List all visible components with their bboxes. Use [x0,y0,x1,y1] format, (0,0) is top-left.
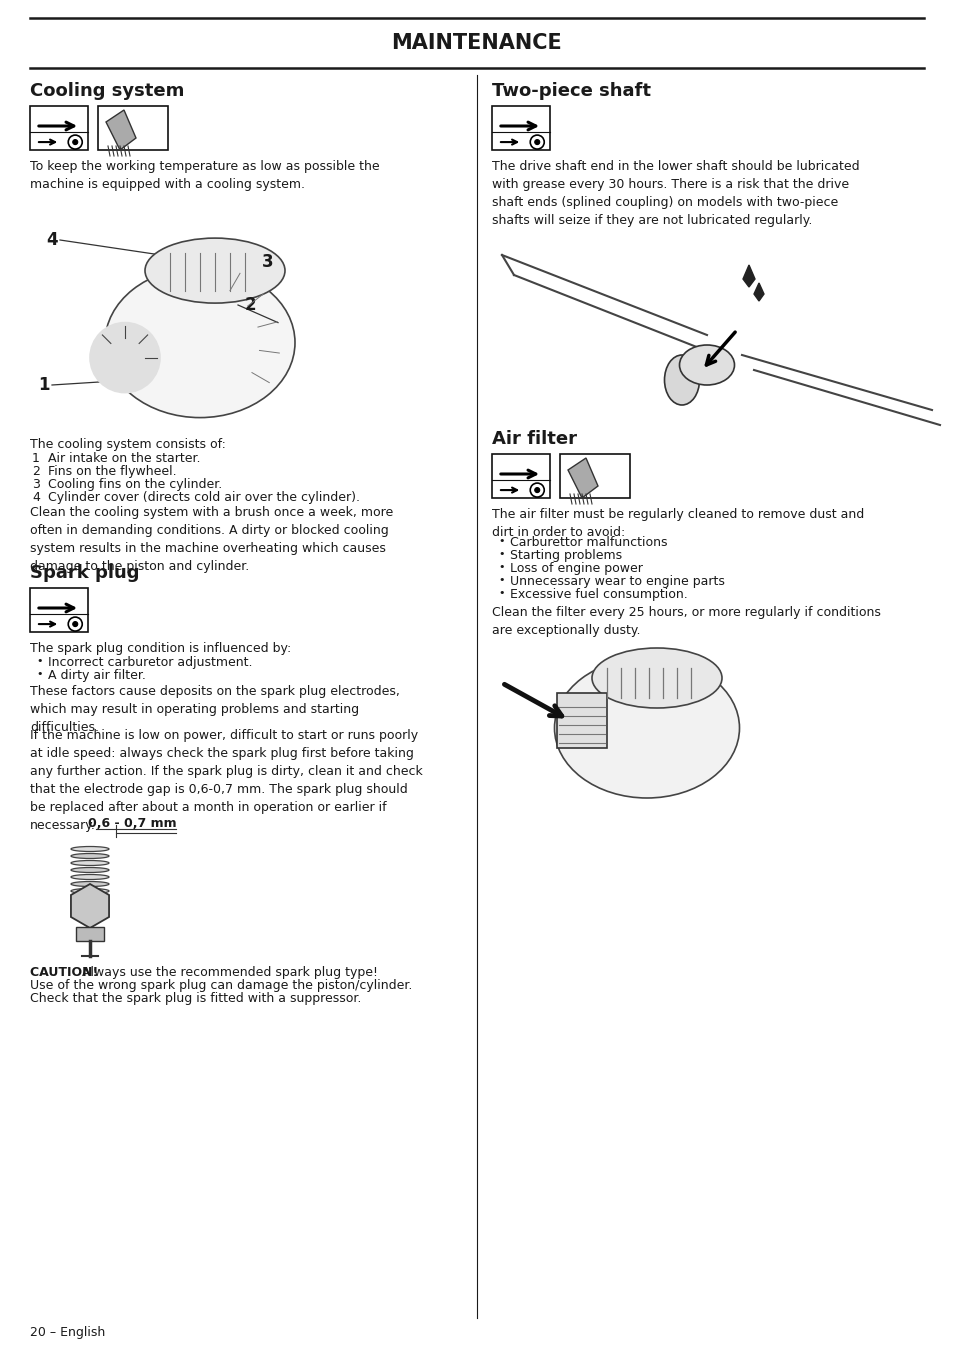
Text: Loss of engine power: Loss of engine power [510,562,642,575]
Text: These factors cause deposits on the spark plug electrodes,
which may result in o: These factors cause deposits on the spar… [30,685,399,734]
Text: 2: 2 [244,296,255,314]
Text: Clean the filter every 25 hours, or more regularly if conditions
are exceptional: Clean the filter every 25 hours, or more… [492,606,880,637]
Bar [492,454,550,498]
Circle shape [72,139,77,145]
Ellipse shape [105,268,294,418]
Text: 4: 4 [46,231,58,249]
Text: 0,6 - 0,7 mm: 0,6 - 0,7 mm [88,817,176,830]
Text: Excessive fuel consumption.: Excessive fuel consumption. [510,588,687,602]
Ellipse shape [71,853,109,859]
Bar [98,105,168,150]
Bar [76,927,104,941]
Text: The spark plug condition is influenced by:: The spark plug condition is influenced b… [30,642,291,654]
Text: The cooling system consists of:: The cooling system consists of: [30,438,226,452]
Text: 1: 1 [38,376,50,393]
Ellipse shape [664,356,699,406]
Text: The drive shaft end in the lower shaft should be lubricated
with grease every 30: The drive shaft end in the lower shaft s… [492,160,859,227]
Polygon shape [742,265,754,287]
Text: Unnecessary wear to engine parts: Unnecessary wear to engine parts [510,575,724,588]
Text: 2: 2 [32,465,40,479]
Bar [492,105,550,150]
Bar [559,454,629,498]
Text: CAUTION!: CAUTION! [30,965,103,979]
Text: Clean the cooling system with a brush once a week, more
often in demanding condi: Clean the cooling system with a brush on… [30,506,393,573]
Circle shape [535,139,539,145]
Ellipse shape [71,882,109,887]
Ellipse shape [71,846,109,852]
Polygon shape [567,458,598,498]
Text: 4: 4 [32,491,40,504]
Bar [30,105,88,150]
Text: •: • [497,535,504,546]
Text: To keep the working temperature as low as possible the
machine is equipped with : To keep the working temperature as low a… [30,160,379,191]
Text: Starting problems: Starting problems [510,549,621,562]
Ellipse shape [679,345,734,385]
Text: 20 – English: 20 – English [30,1326,105,1338]
Text: Incorrect carburetor adjustment.: Incorrect carburetor adjustment. [48,656,253,669]
Ellipse shape [145,238,285,303]
Text: •: • [497,575,504,585]
Bar [557,694,606,748]
Ellipse shape [71,868,109,872]
Text: 3: 3 [262,253,274,270]
Bar [30,588,88,631]
Circle shape [90,323,160,392]
Text: •: • [36,669,43,679]
Text: Cooling system: Cooling system [30,82,184,100]
Text: Cooling fins on the cylinder.: Cooling fins on the cylinder. [48,479,222,491]
Text: •: • [36,656,43,667]
Polygon shape [71,884,109,927]
Text: •: • [497,549,504,558]
Ellipse shape [554,658,739,798]
Text: Air filter: Air filter [492,430,577,448]
Ellipse shape [71,875,109,880]
Text: Cylinder cover (directs cold air over the cylinder).: Cylinder cover (directs cold air over th… [48,491,359,504]
Text: 1: 1 [32,452,40,465]
Text: Carburettor malfunctions: Carburettor malfunctions [510,535,667,549]
Ellipse shape [71,888,109,894]
Text: A dirty air filter.: A dirty air filter. [48,669,146,681]
Text: Check that the spark plug is fitted with a suppressor.: Check that the spark plug is fitted with… [30,992,361,1005]
Text: 3: 3 [32,479,40,491]
Polygon shape [753,283,763,301]
Text: •: • [497,588,504,598]
Ellipse shape [592,648,721,708]
Polygon shape [106,110,136,150]
Text: The air filter must be regularly cleaned to remove dust and
dirt in order to avo: The air filter must be regularly cleaned… [492,508,863,539]
Text: •: • [497,562,504,572]
Text: Spark plug: Spark plug [30,564,139,581]
Text: Air intake on the starter.: Air intake on the starter. [48,452,200,465]
Text: Use of the wrong spark plug can damage the piston/cylinder.: Use of the wrong spark plug can damage t… [30,979,412,992]
Ellipse shape [71,860,109,865]
Text: If the machine is low on power, difficult to start or runs poorly
at idle speed:: If the machine is low on power, difficul… [30,729,422,831]
Circle shape [535,488,539,492]
Text: MAINTENANCE: MAINTENANCE [392,32,561,53]
Text: Always use the recommended spark plug type!: Always use the recommended spark plug ty… [82,965,377,979]
Text: Two-piece shaft: Two-piece shaft [492,82,650,100]
Circle shape [72,622,77,626]
Text: Fins on the flywheel.: Fins on the flywheel. [48,465,176,479]
